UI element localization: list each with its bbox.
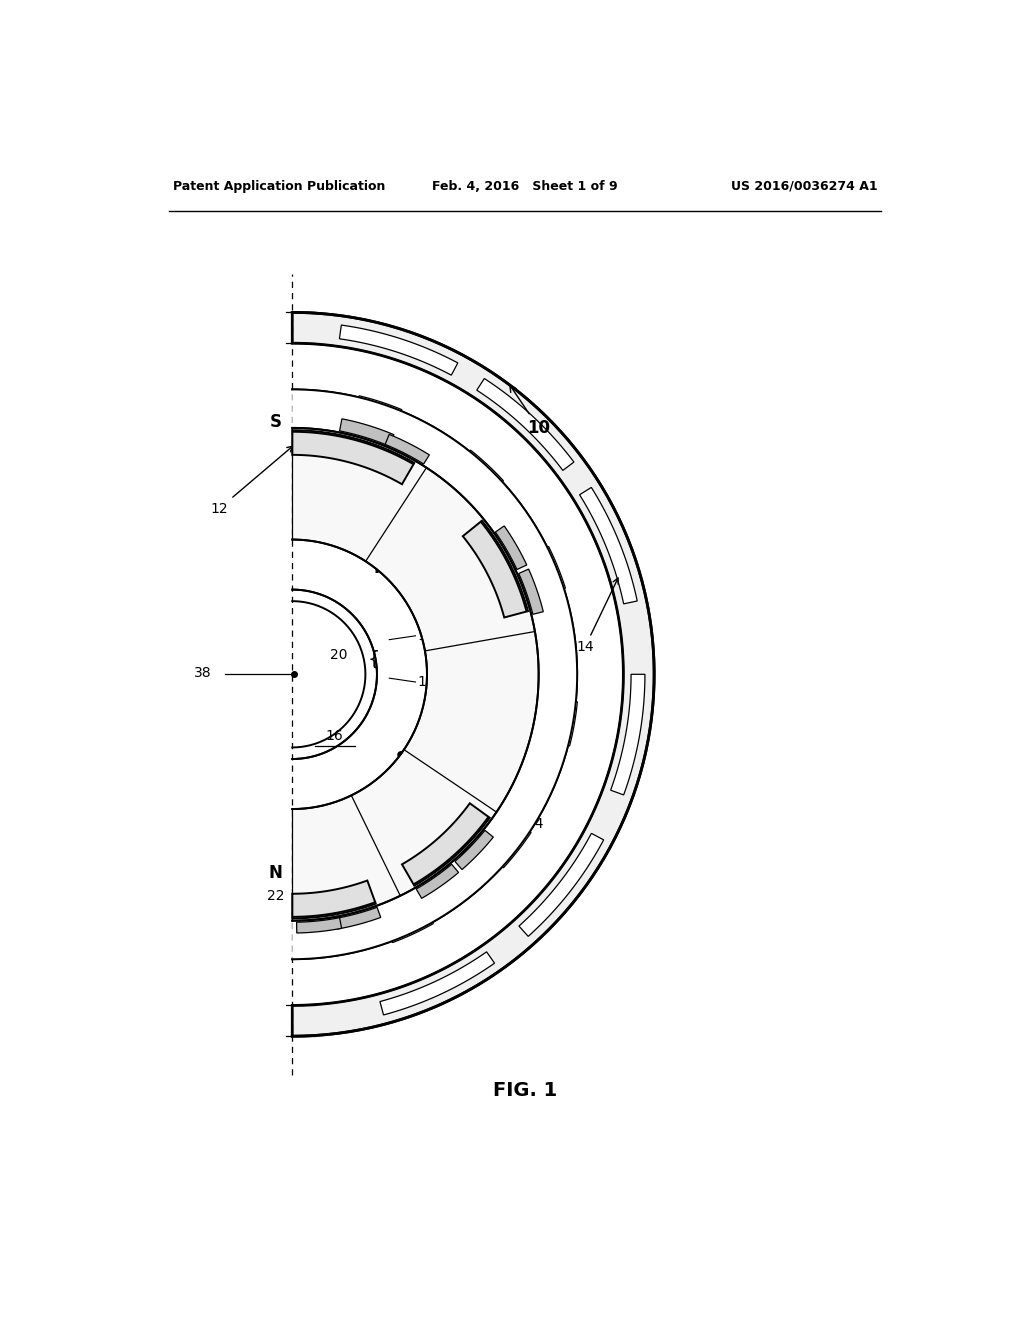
Polygon shape bbox=[385, 434, 429, 465]
Polygon shape bbox=[335, 907, 381, 929]
Text: 26: 26 bbox=[458, 645, 475, 660]
Text: S: S bbox=[269, 413, 282, 430]
Polygon shape bbox=[292, 389, 578, 960]
Polygon shape bbox=[402, 804, 488, 884]
Polygon shape bbox=[477, 379, 573, 470]
Polygon shape bbox=[339, 325, 458, 375]
Polygon shape bbox=[519, 833, 603, 936]
Text: US 2016/0036274 A1: US 2016/0036274 A1 bbox=[731, 180, 878, 193]
Polygon shape bbox=[496, 525, 526, 569]
Text: 10: 10 bbox=[510, 385, 550, 437]
Text: N: N bbox=[268, 865, 283, 882]
Polygon shape bbox=[463, 521, 526, 618]
Text: 18: 18 bbox=[418, 628, 435, 643]
Polygon shape bbox=[455, 830, 494, 870]
Polygon shape bbox=[340, 418, 394, 446]
Text: 22: 22 bbox=[266, 890, 284, 903]
Text: 18: 18 bbox=[418, 675, 435, 689]
Polygon shape bbox=[456, 450, 504, 498]
Text: FIG. 1: FIG. 1 bbox=[493, 1081, 557, 1100]
Polygon shape bbox=[416, 865, 459, 899]
Polygon shape bbox=[485, 818, 531, 867]
Text: 24: 24 bbox=[404, 817, 544, 886]
Text: 24: 24 bbox=[518, 558, 574, 636]
Polygon shape bbox=[384, 902, 433, 942]
Text: 34: 34 bbox=[396, 804, 414, 818]
Text: 28: 28 bbox=[425, 767, 442, 781]
Text: 14: 14 bbox=[577, 578, 618, 655]
Text: 32: 32 bbox=[377, 850, 394, 865]
Text: 16: 16 bbox=[326, 729, 343, 743]
Text: {: { bbox=[368, 649, 380, 668]
Text: S: S bbox=[395, 750, 408, 768]
Text: 30: 30 bbox=[407, 836, 424, 849]
Polygon shape bbox=[526, 546, 565, 595]
Polygon shape bbox=[292, 313, 654, 1036]
Polygon shape bbox=[546, 700, 578, 746]
Text: 20: 20 bbox=[330, 648, 348, 663]
Polygon shape bbox=[292, 428, 539, 921]
Polygon shape bbox=[297, 917, 342, 933]
Text: 26: 26 bbox=[451, 686, 468, 701]
Polygon shape bbox=[353, 396, 401, 433]
Text: 38: 38 bbox=[194, 665, 211, 680]
Text: 30: 30 bbox=[432, 744, 450, 758]
Polygon shape bbox=[519, 569, 544, 614]
Text: Feb. 4, 2016   Sheet 1 of 9: Feb. 4, 2016 Sheet 1 of 9 bbox=[432, 180, 617, 193]
Polygon shape bbox=[292, 432, 414, 484]
Text: N: N bbox=[374, 560, 388, 577]
Text: Patent Application Publication: Patent Application Publication bbox=[173, 180, 385, 193]
Polygon shape bbox=[380, 952, 495, 1015]
Polygon shape bbox=[610, 675, 645, 795]
Text: 36: 36 bbox=[425, 781, 442, 795]
Polygon shape bbox=[580, 487, 637, 603]
Text: 12: 12 bbox=[210, 446, 293, 516]
Polygon shape bbox=[292, 880, 375, 917]
